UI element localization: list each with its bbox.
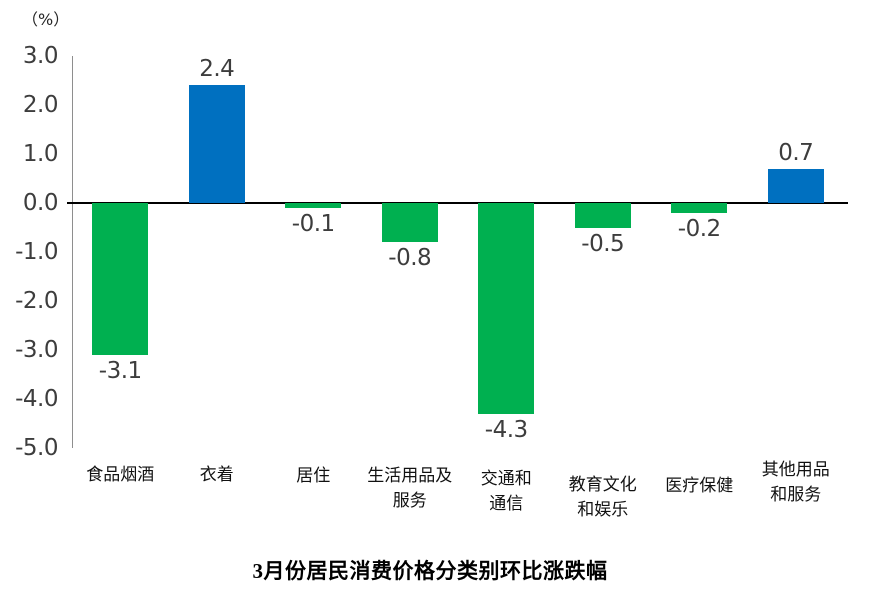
x-axis-label: 其他用品 和服务 bbox=[761, 460, 830, 504]
x-axis-label: 医疗保健 bbox=[665, 476, 734, 495]
bar-value-label: -0.5 bbox=[581, 230, 625, 257]
bar-value-label: -0.2 bbox=[677, 215, 721, 242]
x-axis-label: 教育文化 和娱乐 bbox=[568, 475, 637, 519]
y-axis-tick-label: 0.0 bbox=[22, 190, 59, 216]
x-axis-label: 交通和 通信 bbox=[480, 469, 532, 513]
y-axis-tick-label: -4.0 bbox=[15, 386, 58, 412]
bar-1 bbox=[92, 203, 149, 355]
bar-6 bbox=[574, 203, 631, 228]
bar-3 bbox=[285, 203, 342, 208]
y-axis-line bbox=[72, 56, 73, 448]
x-axis-label: 食品烟酒 bbox=[86, 465, 155, 484]
bar-8 bbox=[767, 168, 824, 203]
y-axis-tick-label: -3.0 bbox=[15, 337, 58, 363]
bar-value-label: -0.1 bbox=[291, 210, 335, 237]
y-axis-tick-label: -1.0 bbox=[15, 239, 58, 265]
bar-value-label: 0.7 bbox=[778, 139, 814, 166]
bar-4 bbox=[381, 203, 438, 243]
bar-value-label: -0.8 bbox=[388, 245, 432, 272]
bar-value-label: -3.1 bbox=[98, 357, 142, 384]
bar-7 bbox=[671, 203, 728, 213]
bar-value-label: -4.3 bbox=[484, 416, 528, 443]
y-axis-tick-label: -5.0 bbox=[15, 435, 58, 461]
y-axis-unit-label: （%） bbox=[22, 10, 70, 29]
bar-value-label: 2.4 bbox=[199, 56, 235, 83]
x-axis-label: 衣着 bbox=[199, 465, 234, 484]
y-axis-tick-label: 3.0 bbox=[22, 43, 59, 69]
x-axis-label: 居住 bbox=[296, 466, 331, 485]
y-axis-tick-label: 2.0 bbox=[22, 92, 59, 118]
bar-5 bbox=[478, 203, 535, 414]
chart-title: 3月份居民消费价格分类别环比涨跌幅 bbox=[252, 559, 608, 583]
x-axis-label: 生活用品及 服务 bbox=[367, 466, 453, 510]
y-axis-tick-label: 1.0 bbox=[22, 141, 59, 167]
y-axis-tick-label: -2.0 bbox=[15, 288, 58, 314]
bar-2 bbox=[188, 85, 245, 203]
zero-baseline bbox=[67, 202, 848, 204]
